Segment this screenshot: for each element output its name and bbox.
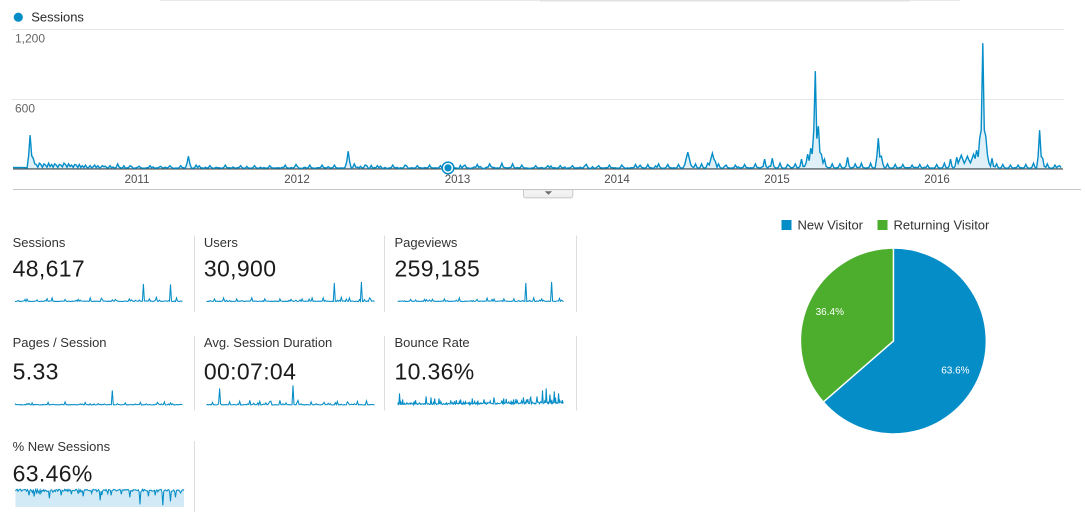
svg-text:259,185: 259,185 — [395, 256, 481, 282]
svg-text:2015: 2015 — [764, 174, 790, 186]
svg-text:600: 600 — [15, 102, 35, 116]
svg-text:2012: 2012 — [284, 174, 310, 186]
svg-text:2011: 2011 — [125, 174, 150, 186]
svg-text:Returning Visitor: Returning Visitor — [894, 218, 991, 233]
svg-text:Pages / Session: Pages / Session — [13, 335, 107, 350]
svg-text:48,617: 48,617 — [13, 256, 85, 282]
svg-text:Pageviews: Pageviews — [395, 235, 458, 250]
svg-text:63.6%: 63.6% — [941, 366, 969, 377]
svg-text:2014: 2014 — [604, 174, 630, 186]
svg-text:5.33: 5.33 — [13, 359, 59, 385]
svg-text:30,900: 30,900 — [204, 256, 276, 282]
svg-text:% New Sessions: % New Sessions — [13, 439, 111, 454]
svg-text:36.4%: 36.4% — [816, 307, 844, 318]
svg-text:Avg. Session Duration: Avg. Session Duration — [204, 335, 332, 350]
svg-text:Users: Users — [204, 235, 238, 250]
svg-text:63.46%: 63.46% — [13, 461, 93, 487]
svg-text:Bounce Rate: Bounce Rate — [395, 335, 470, 350]
svg-text:2016: 2016 — [924, 174, 950, 186]
svg-text:Sessions: Sessions — [13, 235, 66, 250]
svg-text:00:07:04: 00:07:04 — [204, 359, 296, 385]
svg-text:10.36%: 10.36% — [395, 359, 475, 385]
svg-text:Sessions: Sessions — [31, 10, 84, 25]
svg-text:1,200: 1,200 — [15, 32, 45, 46]
svg-text:2013: 2013 — [445, 174, 471, 186]
svg-text:New Visitor: New Visitor — [798, 218, 864, 233]
